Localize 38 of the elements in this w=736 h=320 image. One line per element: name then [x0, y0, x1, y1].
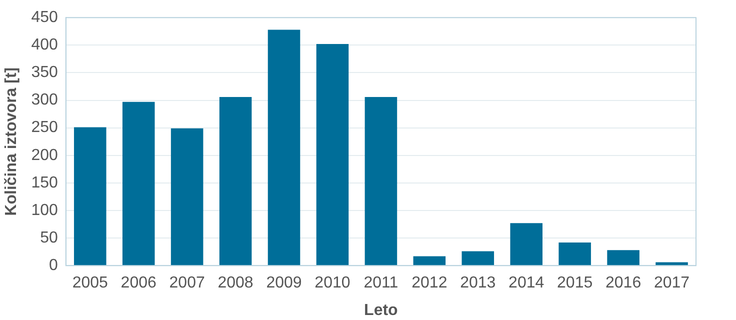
y-axis-title: Količina iztovora [t]	[3, 67, 20, 216]
x-tick-label: 2013	[460, 274, 496, 292]
bar	[364, 96, 398, 266]
y-tick-label: 350	[31, 64, 58, 82]
bar	[607, 250, 640, 266]
y-tick-label: 200	[31, 146, 58, 164]
x-tick-label: 2017	[654, 274, 690, 292]
bar	[413, 256, 446, 266]
x-tick-label: 2011	[364, 274, 398, 292]
y-tick-label: 50	[40, 229, 58, 246]
bar	[558, 242, 591, 266]
x-tick-label: 2007	[169, 274, 205, 292]
y-tick-label: 300	[31, 92, 58, 109]
x-tick-label: 2014	[508, 274, 544, 292]
y-tick-label: 0	[48, 257, 58, 274]
y-tick-label: 100	[31, 202, 58, 219]
bar	[656, 262, 688, 266]
bar	[316, 44, 349, 266]
x-axis-title: Leto	[364, 302, 398, 319]
y-tick-label: 450	[31, 9, 58, 26]
bar	[219, 96, 252, 266]
bar	[74, 127, 106, 266]
x-tick-label: 2006	[120, 274, 156, 292]
x-tick-label: 2005	[72, 274, 108, 292]
bar	[122, 102, 155, 266]
x-tick-label: 2010	[314, 274, 350, 292]
bar	[268, 30, 300, 266]
bar	[510, 223, 542, 266]
y-tick-label: 400	[31, 36, 58, 54]
y-tick-label: 150	[31, 174, 58, 192]
bar	[462, 251, 494, 266]
bar	[170, 128, 204, 266]
x-tick-label: 2009	[266, 274, 302, 292]
x-tick-label: 2016	[606, 274, 642, 292]
x-tick-label: 2008	[218, 274, 254, 292]
x-tick-label: 2012	[412, 274, 448, 292]
x-tick-label: 2015	[557, 274, 593, 292]
y-tick-label: 250	[31, 119, 58, 136]
